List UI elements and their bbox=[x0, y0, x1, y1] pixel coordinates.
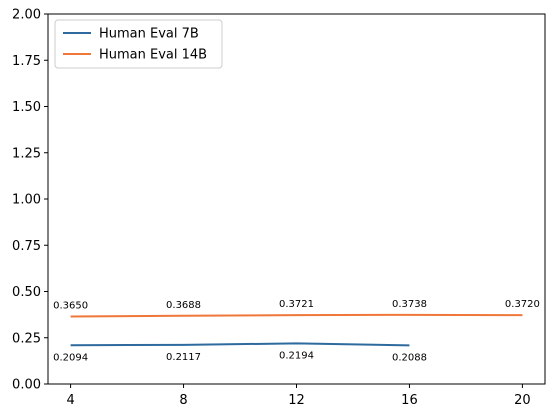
series-lines bbox=[70, 313, 523, 347]
y-tick-label: 0.50 bbox=[12, 285, 41, 300]
x-tick-label: 20 bbox=[514, 393, 531, 408]
y-tick-label: 0.75 bbox=[12, 239, 41, 254]
series-line-2 bbox=[70, 313, 523, 318]
y-tick-label: 1.00 bbox=[12, 193, 41, 208]
legend-box bbox=[54, 19, 223, 69]
series-line-1 bbox=[70, 342, 410, 347]
data-labels: 0.2094 0.2117 0.2194 0.2088 0.3650 0.3688 0.37… bbox=[53, 299, 540, 364]
y-tick-label: 0.25 bbox=[12, 331, 41, 346]
axes: 0.00 0.25 0.50 0.75 1.00 1.25 1.50 1.75 2.00 4 8 12… bbox=[12, 8, 531, 409]
y-tick-label: 2.00 bbox=[12, 8, 41, 23]
data-label: 0.3721 bbox=[279, 299, 314, 310]
x-tick-label: 4 bbox=[66, 393, 74, 408]
data-label: 0.3688 bbox=[166, 300, 201, 311]
data-label: 0.3738 bbox=[392, 299, 427, 310]
data-label: 0.2094 bbox=[53, 352, 88, 363]
legend-label: Human Eval 7B bbox=[99, 27, 199, 42]
legend: Human Eval 7B Human Eval 14B bbox=[54, 19, 223, 69]
data-label: 0.3650 bbox=[53, 300, 88, 311]
data-label: 0.3720 bbox=[505, 299, 540, 310]
plot-area bbox=[47, 13, 546, 385]
y-tick-label: 1.75 bbox=[12, 54, 41, 69]
data-label: 0.2117 bbox=[166, 352, 201, 363]
x-tick-label: 16 bbox=[401, 393, 418, 408]
y-tick-label: 1.25 bbox=[12, 146, 41, 161]
data-label: 0.2088 bbox=[392, 352, 427, 363]
legend-label: Human Eval 14B bbox=[99, 48, 207, 63]
y-tick-label: 0.00 bbox=[12, 378, 41, 393]
y-tick-label: 1.50 bbox=[12, 100, 41, 115]
x-tick-label: 8 bbox=[179, 393, 187, 408]
x-tick-label: 12 bbox=[288, 393, 305, 408]
data-label: 0.2194 bbox=[279, 350, 314, 361]
